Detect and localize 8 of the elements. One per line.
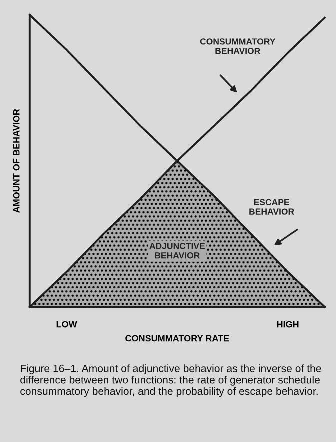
x-tick-label: LOW bbox=[56, 321, 78, 328]
y-axis-title: AMOUNT OF BEHAVIOR bbox=[13, 109, 20, 213]
series-label: ADJUNCTIVE BEHAVIOR bbox=[150, 243, 206, 259]
x-tick-label: HIGH bbox=[277, 321, 299, 328]
series-label: CONSUMMATORY BEHAVIOR bbox=[200, 38, 276, 54]
x-axis-title: CONSUMMATORY RATE bbox=[126, 335, 230, 342]
series-label: ESCAPE BEHAVIOR bbox=[250, 199, 294, 215]
caption: Figure 16–1. Amount of adjunctive behavior as the inverse of the difference between two functions: the rate of generator schedule consummatory behavior, and the probability of escape behavior. bbox=[20, 364, 322, 398]
